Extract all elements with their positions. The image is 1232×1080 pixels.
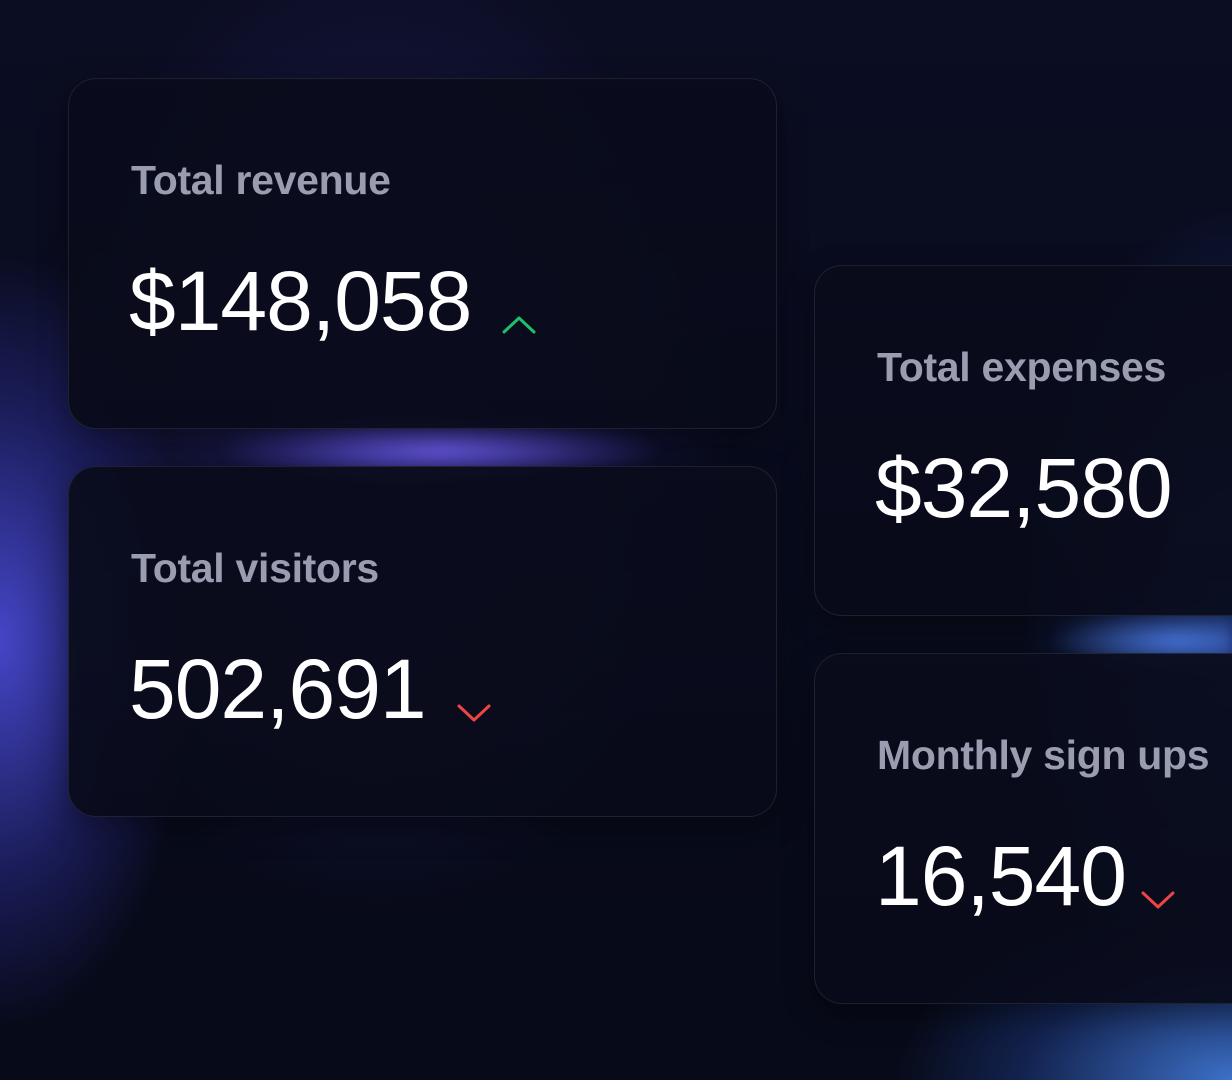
- chevron-down-icon: [456, 701, 492, 725]
- stat-value: 502,691: [129, 642, 427, 736]
- stat-value: $148,058: [129, 254, 472, 348]
- stat-card-total-expenses: Total expenses $32,580: [814, 265, 1232, 616]
- stat-card-total-visitors: Total visitors 502,691: [68, 466, 777, 817]
- stat-label: Total revenue: [131, 157, 391, 203]
- stat-label: Total visitors: [131, 545, 379, 591]
- chevron-up-icon: [501, 313, 537, 337]
- stat-value: $32,580: [875, 441, 1173, 535]
- stat-card-total-revenue: Total revenue $148,058: [68, 78, 777, 429]
- stat-label: Total expenses: [877, 344, 1166, 390]
- stat-label: Monthly sign ups: [877, 732, 1210, 778]
- stat-value: 16,540: [875, 829, 1127, 923]
- stat-card-monthly-sign-ups: Monthly sign ups 16,540: [814, 653, 1232, 1004]
- chevron-down-icon: [1140, 888, 1176, 912]
